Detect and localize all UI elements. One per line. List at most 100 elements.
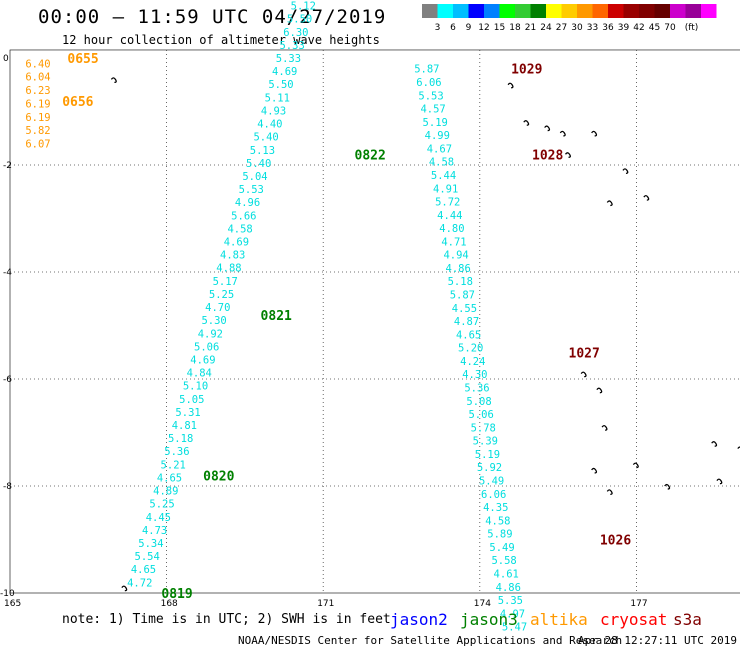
altimeter-tracks: 6.406.046.236.196.195.826.074.724.655.54…	[25, 1, 527, 634]
pass-time-label: 0656	[62, 95, 93, 110]
swh-value: 4.97	[500, 608, 525, 620]
timestamp: Apr 28 12:27:11 UTC 2019	[578, 634, 737, 647]
y-tick-label: -8	[3, 482, 12, 492]
legend-swatch	[468, 4, 484, 18]
pass-time-label: 1027	[569, 346, 600, 361]
legend-swatch	[592, 4, 608, 18]
swh-value: 4.83	[220, 250, 245, 262]
swh-value: 5.30	[201, 315, 226, 327]
credit-text: NOAA/NESDIS Center for Satellite Applica…	[238, 634, 623, 647]
legend-swatch	[701, 4, 717, 18]
legend-label: 24	[540, 23, 552, 33]
swh-value: 4.93	[261, 105, 286, 117]
swh-value: 4.99	[425, 130, 450, 142]
swh-value: 4.67	[427, 143, 452, 155]
swh-value: 5.49	[479, 476, 504, 488]
swh-value: 5.19	[475, 449, 500, 461]
legend-label: 30	[571, 23, 583, 33]
swh-value: 5.04	[242, 171, 267, 183]
swh-value: 5.49	[489, 542, 514, 554]
swh-value: 4.81	[172, 420, 197, 432]
swh-value: 4.65	[131, 564, 156, 576]
swh-value: 5.87	[414, 64, 439, 76]
pass-time-label: 1026	[600, 534, 631, 549]
legend-swatch	[422, 4, 438, 18]
legend-label: 39	[618, 23, 630, 33]
swh-value: 4.65	[456, 329, 481, 341]
swh-value: 4.92	[198, 328, 223, 340]
legend-swatch	[437, 4, 453, 18]
y-tick-label: -2	[3, 161, 12, 171]
swh-value: 5.53	[418, 90, 443, 102]
map-grid: 165 168 171 174 177 0 -2 -4 -6 -8 -10	[0, 49, 740, 609]
swh-value: 4.73	[142, 525, 167, 537]
swh-value: 4.58	[429, 157, 454, 169]
island	[606, 489, 613, 495]
swh-value: 5.10	[183, 381, 208, 393]
island	[110, 77, 117, 84]
legend-label: 6	[450, 23, 456, 33]
legend-label: 36	[602, 23, 614, 33]
swh-value: 5.40	[253, 132, 278, 144]
swh-value: 6.04	[25, 72, 50, 84]
swh-value: 5.53	[239, 184, 264, 196]
x-tick-label: 168	[161, 599, 178, 609]
legend-sat-jason3: jason3	[460, 610, 518, 629]
legend-sat-altika: altika	[530, 610, 588, 629]
island	[711, 441, 718, 447]
swh-value: 5.35	[498, 595, 523, 607]
swh-value: 5.39	[473, 436, 498, 448]
swh-value: 5.50	[287, 14, 312, 26]
legend-swatch	[453, 4, 469, 18]
swh-value: 5.47	[502, 622, 527, 634]
legend-label: (ft)	[685, 23, 699, 33]
legend-swatch	[561, 4, 577, 18]
legend-swatch	[499, 4, 515, 18]
island	[606, 200, 613, 207]
island	[559, 130, 566, 137]
swh-value: 5.36	[464, 383, 489, 395]
y-tick-label: -6	[3, 375, 12, 385]
swh-value: 5.40	[246, 158, 271, 170]
swh-value: 5.54	[135, 551, 160, 563]
legend-swatch	[654, 4, 670, 18]
pass-time-label: 1029	[511, 63, 542, 78]
swh-value: 5.13	[250, 145, 275, 157]
swh-value: 6.40	[25, 58, 50, 70]
swh-value: 4.80	[439, 223, 464, 235]
swh-value: 5.06	[468, 409, 493, 421]
swh-value: 6.19	[25, 112, 50, 124]
swh-value: 4.89	[153, 486, 178, 498]
swh-value: 5.44	[431, 170, 456, 182]
swh-value: 4.86	[496, 582, 521, 594]
swh-value: 4.61	[494, 568, 519, 580]
swh-value: 4.45	[146, 512, 171, 524]
swh-value: 4.71	[441, 236, 466, 248]
swh-value: 6.07	[25, 139, 50, 151]
swh-value: 5.11	[265, 92, 290, 104]
pass-time-label: 0819	[161, 587, 192, 602]
swh-value: 5.34	[138, 538, 163, 550]
pass-time-label: 1028	[532, 148, 563, 163]
swh-value: 5.36	[164, 446, 189, 458]
island	[716, 478, 723, 485]
legend-label: 15	[494, 23, 505, 33]
island	[591, 130, 598, 137]
legend-sat-s3a: s3a	[673, 610, 702, 629]
legend-swatch	[608, 4, 624, 18]
map-frame	[9, 49, 740, 594]
swh-value: 5.20	[458, 343, 483, 355]
swh-value: 5.33	[279, 40, 304, 52]
swh-value: 5.21	[161, 459, 186, 471]
island	[632, 462, 639, 469]
swh-value: 5.08	[466, 396, 491, 408]
y-tick-label: -4	[3, 268, 12, 278]
swh-value: 4.69	[224, 237, 249, 249]
y-tick-label: -10	[0, 589, 15, 599]
legend-swatch	[484, 4, 500, 18]
swh-value: 4.30	[462, 369, 487, 381]
swh-value: 5.19	[423, 117, 448, 129]
island	[121, 585, 128, 592]
swh-value: 4.58	[485, 515, 510, 527]
